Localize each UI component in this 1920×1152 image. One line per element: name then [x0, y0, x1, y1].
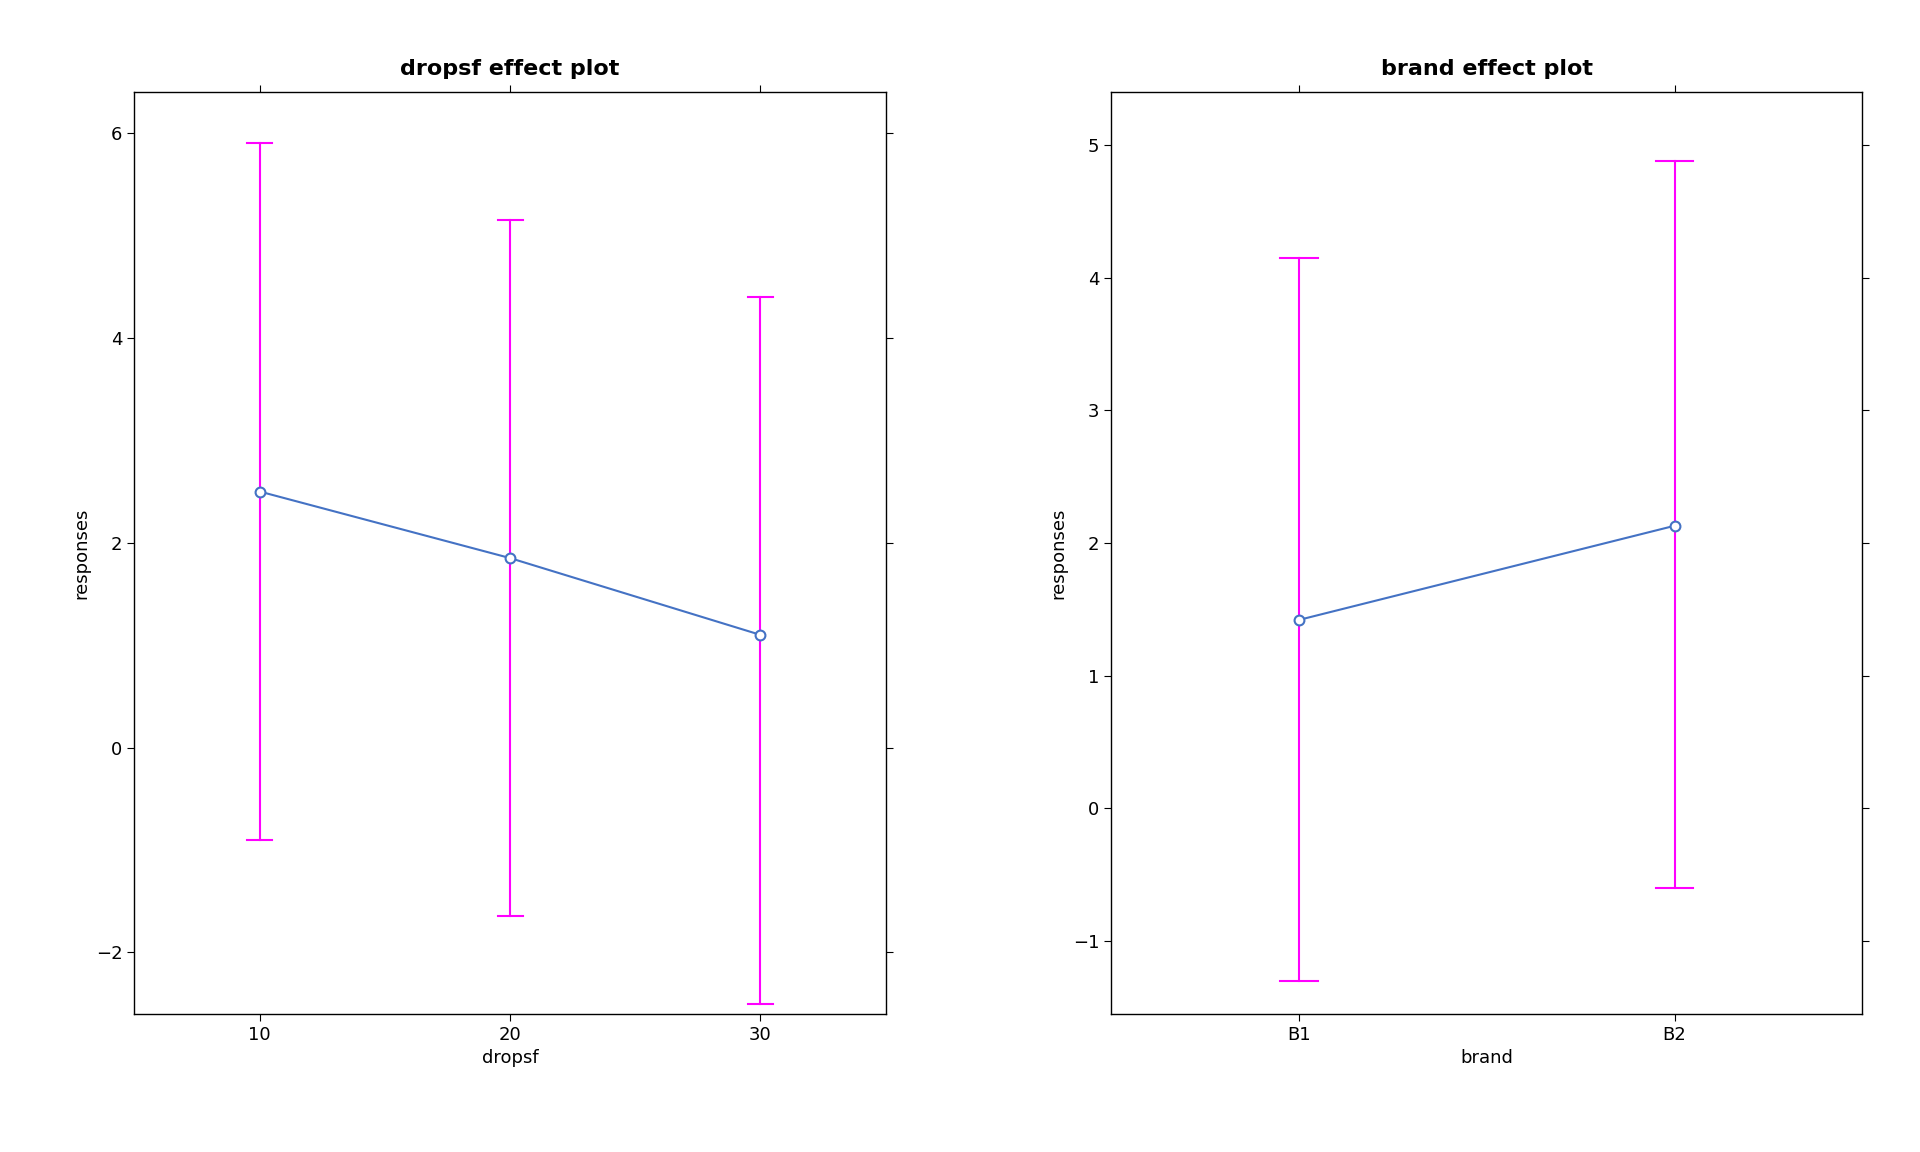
- Point: [745, 626, 776, 644]
- Point: [1284, 611, 1315, 629]
- Title: brand effect plot: brand effect plot: [1380, 60, 1594, 79]
- Y-axis label: responses: responses: [73, 507, 90, 599]
- Point: [495, 548, 526, 567]
- Point: [244, 483, 275, 501]
- X-axis label: brand: brand: [1461, 1049, 1513, 1067]
- Point: [1659, 516, 1690, 535]
- Y-axis label: responses: responses: [1048, 507, 1068, 599]
- Title: dropsf effect plot: dropsf effect plot: [401, 60, 620, 79]
- X-axis label: dropsf: dropsf: [482, 1049, 538, 1067]
